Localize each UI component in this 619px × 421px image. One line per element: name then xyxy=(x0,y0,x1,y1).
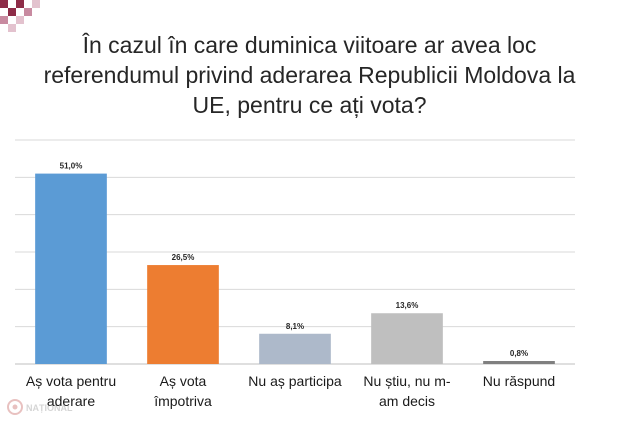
category-label: Nu știu, nu m- xyxy=(363,373,450,389)
data-label: 26,5% xyxy=(172,253,195,262)
category-label: Aș vota pentru xyxy=(26,373,116,389)
chart-title-line: În cazul în care duminica viitoare ar av… xyxy=(82,32,537,58)
bar xyxy=(483,361,555,364)
watermark-logo: NAȚIONAL xyxy=(7,399,73,415)
bar xyxy=(147,265,219,364)
data-label: 0,8% xyxy=(510,349,528,358)
category-label: aderare xyxy=(47,393,95,409)
category-label: Nu aș participa xyxy=(248,373,342,389)
bar xyxy=(35,173,107,364)
corner-decoration xyxy=(0,0,40,32)
data-label: 8,1% xyxy=(286,322,304,331)
watermark-text: NAȚIONAL xyxy=(26,403,73,413)
category-label: împotriva xyxy=(153,393,212,409)
chart-title-line: referendumul privind aderarea Republicii… xyxy=(43,62,576,88)
category-label: Aș vota xyxy=(160,373,207,389)
bar xyxy=(371,313,443,364)
category-label: Nu răspund xyxy=(483,373,555,389)
data-label: 51,0% xyxy=(60,162,83,171)
bar xyxy=(259,333,331,364)
chart-title-line: UE, pentru ce ați vota? xyxy=(192,92,427,118)
data-label: 13,6% xyxy=(396,301,419,310)
category-label: am decis xyxy=(379,393,435,409)
chart-title: În cazul în care duminica viitoare ar av… xyxy=(20,30,599,120)
